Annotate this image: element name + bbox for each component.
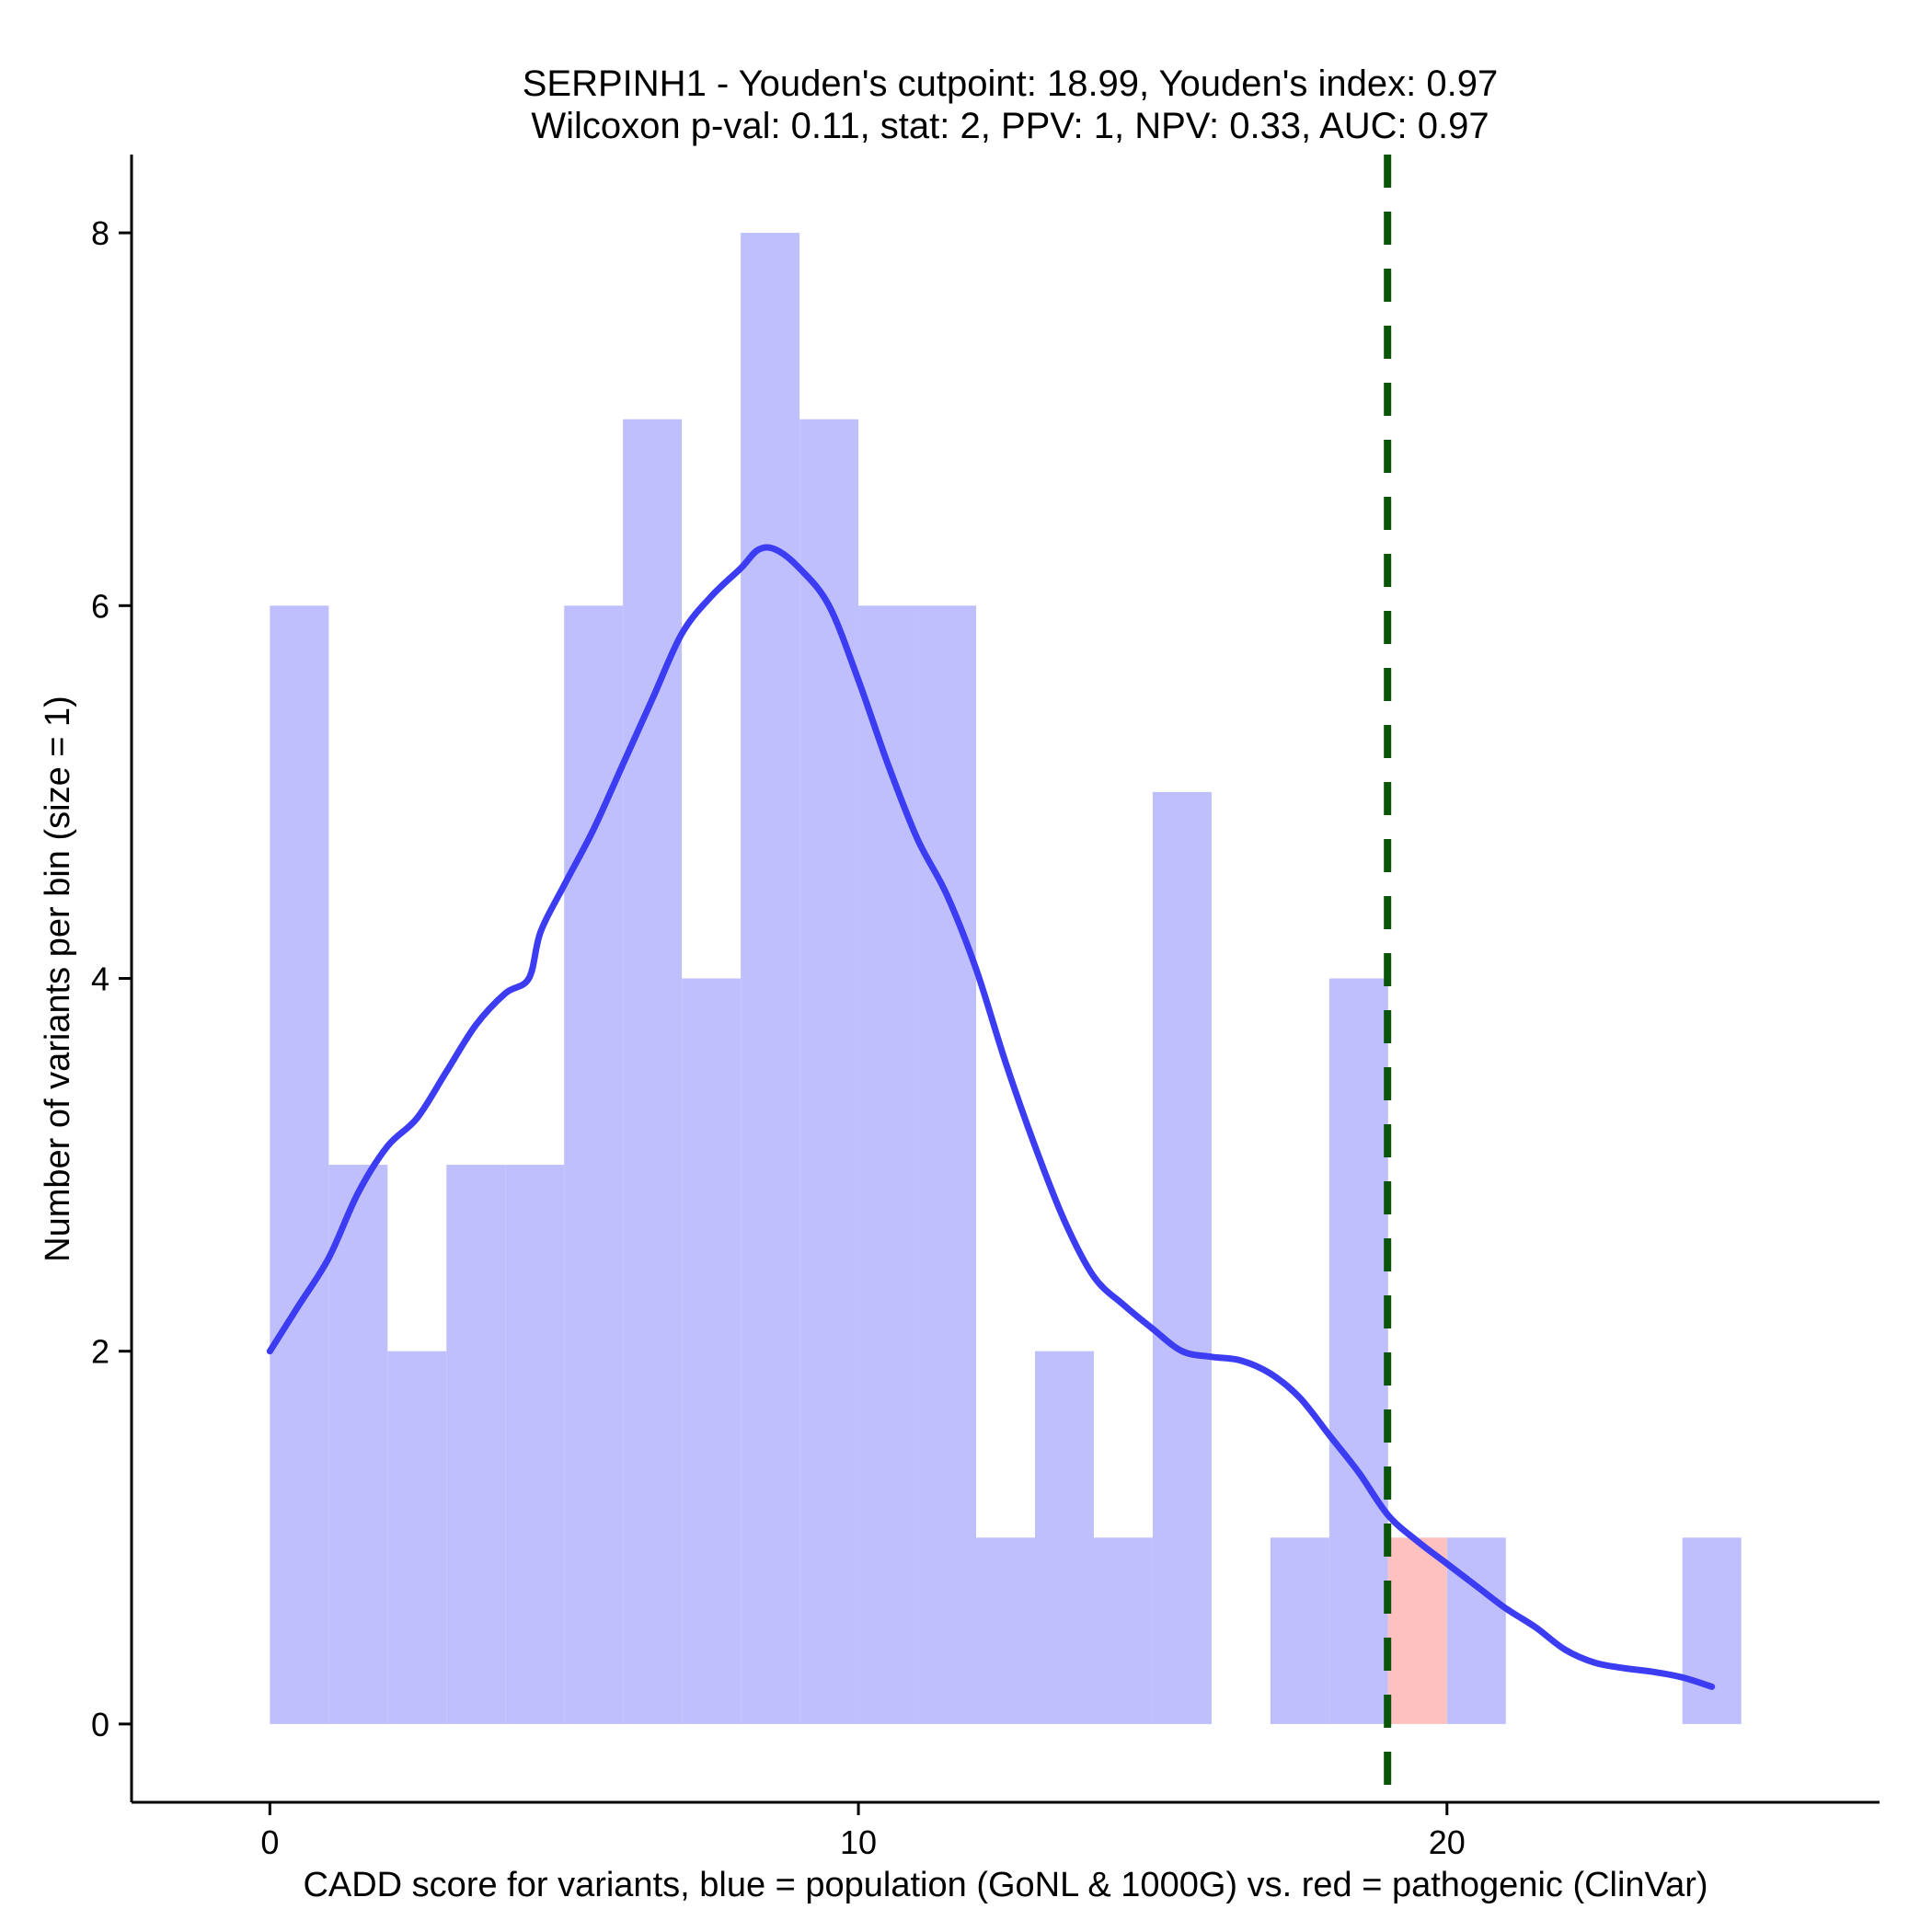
population-bar: [682, 978, 742, 1724]
population-bar: [799, 419, 859, 1724]
population-bar: [917, 605, 977, 1724]
chart-title-line-2: Wilcoxon p-val: 0.11, stat: 2, PPV: 1, N…: [531, 106, 1489, 146]
population-bar: [387, 1351, 447, 1724]
pathogenic-bars: [1387, 1537, 1447, 1724]
y-tick-label: 0: [91, 1706, 109, 1743]
y-axis-ticks: 0 2 4 6 8: [91, 214, 132, 1743]
x-axis-label: CADD score for variants, blue = populati…: [303, 1866, 1708, 1904]
x-tick-label: 20: [1429, 1823, 1466, 1861]
population-bar: [1446, 1537, 1506, 1724]
population-bar: [328, 1165, 388, 1724]
y-axis-label: Number of variants per bin (size = 1): [39, 696, 77, 1262]
population-bar: [505, 1165, 565, 1724]
population-bar: [741, 233, 800, 1724]
y-tick-label: 4: [91, 960, 109, 998]
chart-title-line-1: SERPINH1 - Youden's cutpoint: 18.99, You…: [523, 63, 1499, 104]
x-axis-ticks: 0 10 20: [260, 1802, 1466, 1861]
population-bar: [446, 1165, 506, 1724]
population-bar: [1093, 1537, 1153, 1724]
density-curve: [266, 544, 1716, 1690]
population-bar: [1034, 1351, 1094, 1724]
population-bar: [858, 605, 918, 1724]
population-bars: [270, 233, 1742, 1724]
pathogenic-bar: [1387, 1537, 1447, 1724]
y-tick-label: 6: [91, 587, 109, 625]
population-bar: [1682, 1537, 1742, 1724]
population-bar: [1152, 791, 1212, 1724]
population-bar: [1328, 978, 1388, 1724]
population-bar: [623, 419, 683, 1724]
x-tick-label: 10: [840, 1823, 877, 1861]
population-bar: [270, 605, 329, 1724]
y-tick-label: 2: [91, 1333, 109, 1371]
x-tick-label: 0: [260, 1823, 279, 1861]
population-bar: [564, 605, 624, 1724]
y-tick-label: 8: [91, 214, 109, 252]
population-bar: [976, 1537, 1035, 1724]
population-bar: [1270, 1537, 1329, 1724]
